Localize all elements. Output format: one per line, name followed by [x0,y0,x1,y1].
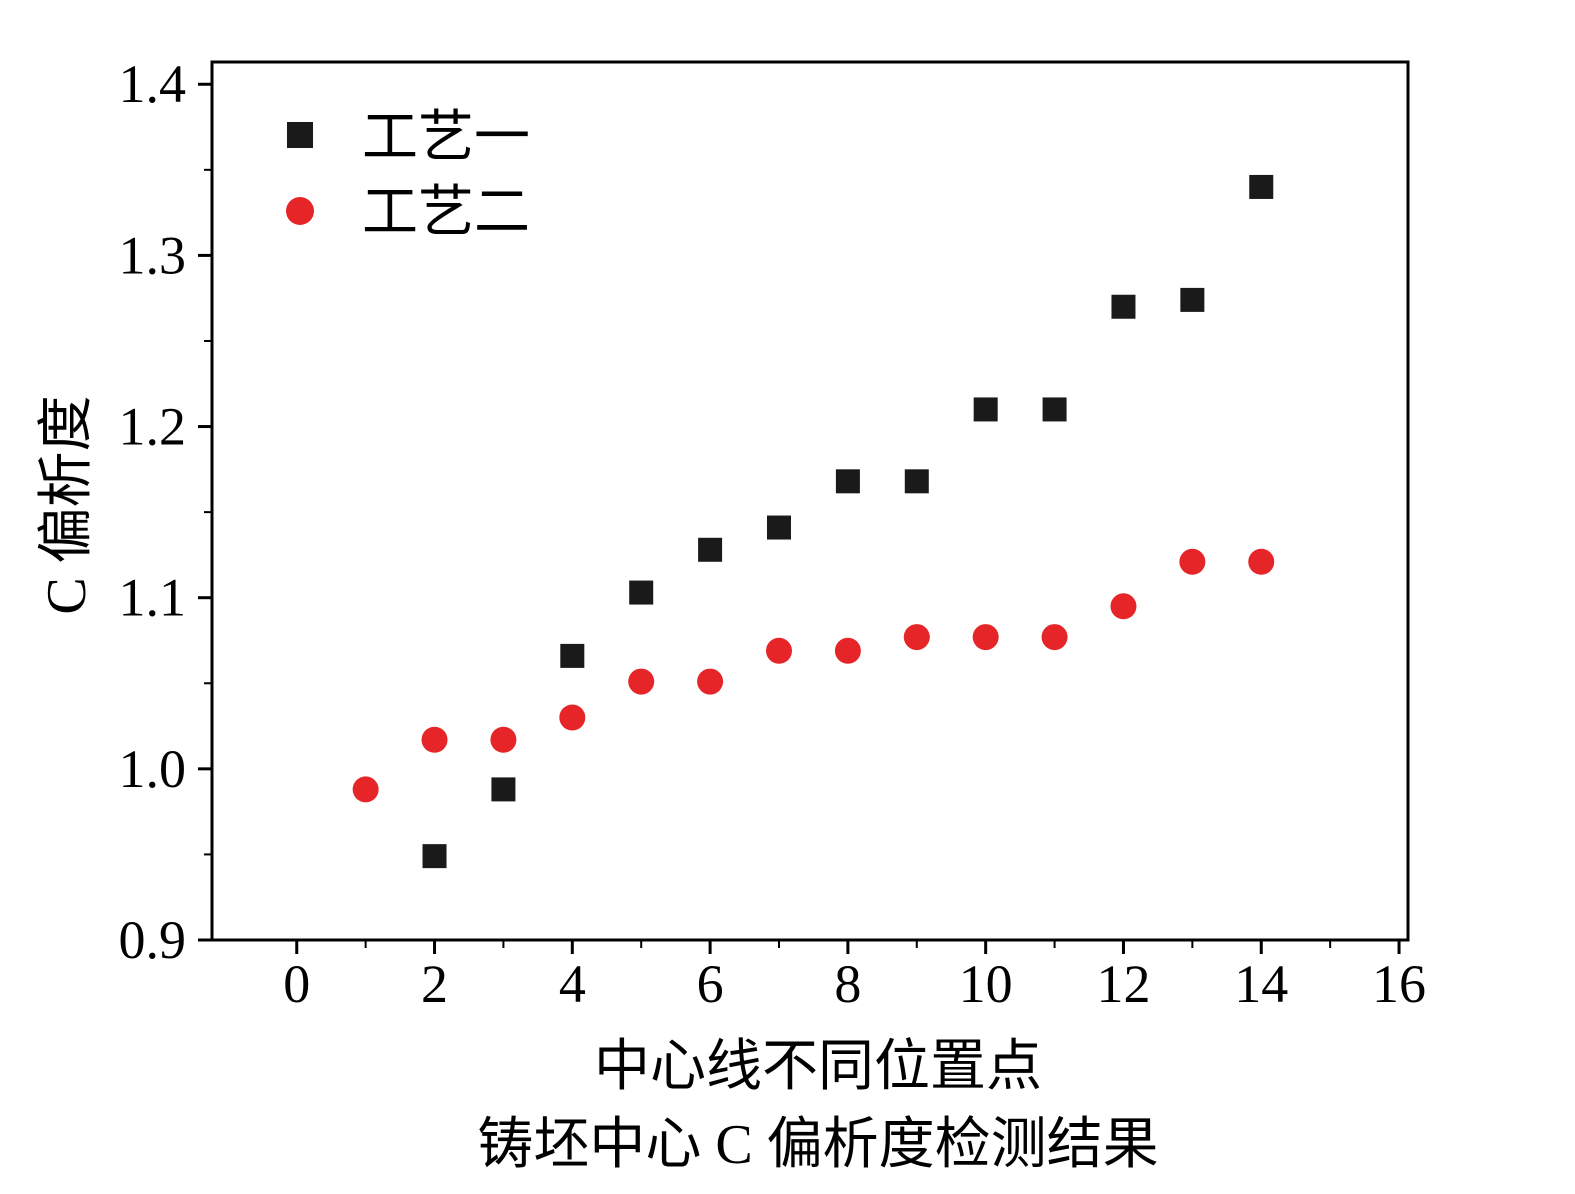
y-tick-label: 1.2 [119,397,187,457]
data-point-series1 [1249,174,1274,199]
legend-label-series2: 工艺二 [362,182,530,244]
data-point-series2 [352,776,379,803]
data-point-series1 [973,397,998,422]
legend-marker-series1 [287,122,313,148]
x-tick-label: 10 [959,954,1013,1014]
y-tick-label: 1.3 [119,225,187,285]
legend-marker-series2 [286,197,314,225]
data-point-series2 [1041,624,1068,651]
data-points [352,174,1275,869]
data-point-series2 [697,668,724,695]
y-tick-label: 1.0 [119,739,187,799]
x-tick-label: 16 [1372,954,1426,1014]
chart-caption: 铸坯中心 C 偏析度检测结果 [477,1114,1158,1176]
data-point-series1 [629,580,654,605]
x-tick-label: 8 [834,954,861,1014]
x-tick-label: 4 [559,954,586,1014]
data-point-series1 [560,643,585,668]
data-point-series2 [1248,548,1275,575]
data-point-series2 [421,726,448,753]
data-point-series2 [628,668,655,695]
data-point-series2 [765,637,792,664]
x-tick-label: 2 [421,954,448,1014]
x-tick-label: 0 [283,954,310,1014]
data-point-series1 [491,777,516,802]
data-point-series2 [559,704,586,731]
y-tick-label: 0.9 [119,910,187,970]
data-point-series2 [1179,548,1206,575]
y-axis-title: C 偏析度 [36,395,98,614]
data-point-series2 [972,624,999,651]
data-point-series1 [1180,287,1205,312]
plot-frame [210,60,1410,942]
legend-label-series1: 工艺一 [362,107,530,169]
data-point-series1 [1111,294,1136,319]
x-tick-label: 12 [1096,954,1150,1014]
data-point-series1 [835,469,860,494]
data-point-series2 [1110,593,1137,620]
data-point-series1 [1042,397,1067,422]
data-point-series1 [698,537,723,562]
data-point-series2 [834,637,861,664]
axis-ticks: 0 2 4 6 8 10 12 14 16 0.9 1.0 1.1 1.2 1.3 1.4 [119,54,1427,1014]
data-point-series1 [422,844,447,869]
data-point-series2 [903,624,930,651]
data-point-series1 [904,469,929,494]
y-tick-label: 1.1 [119,568,187,628]
x-axis-title: 中心线不同位置点 [594,1036,1042,1098]
y-tick-label: 1.4 [119,54,187,114]
legend: 工艺一 工艺二 [286,107,530,244]
x-tick-label: 14 [1234,954,1288,1014]
x-tick-label: 6 [697,954,724,1014]
data-point-series1 [766,515,791,540]
data-point-series2 [490,726,517,753]
